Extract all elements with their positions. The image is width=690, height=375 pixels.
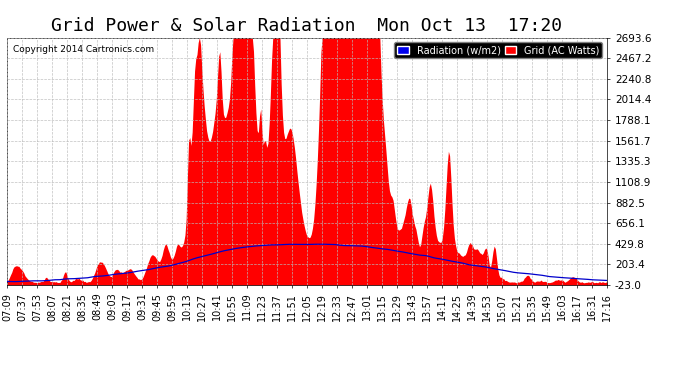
- Text: Copyright 2014 Cartronics.com: Copyright 2014 Cartronics.com: [13, 45, 154, 54]
- Legend: Radiation (w/m2), Grid (AC Watts): Radiation (w/m2), Grid (AC Watts): [395, 42, 602, 58]
- Title: Grid Power & Solar Radiation  Mon Oct 13  17:20: Grid Power & Solar Radiation Mon Oct 13 …: [52, 16, 562, 34]
